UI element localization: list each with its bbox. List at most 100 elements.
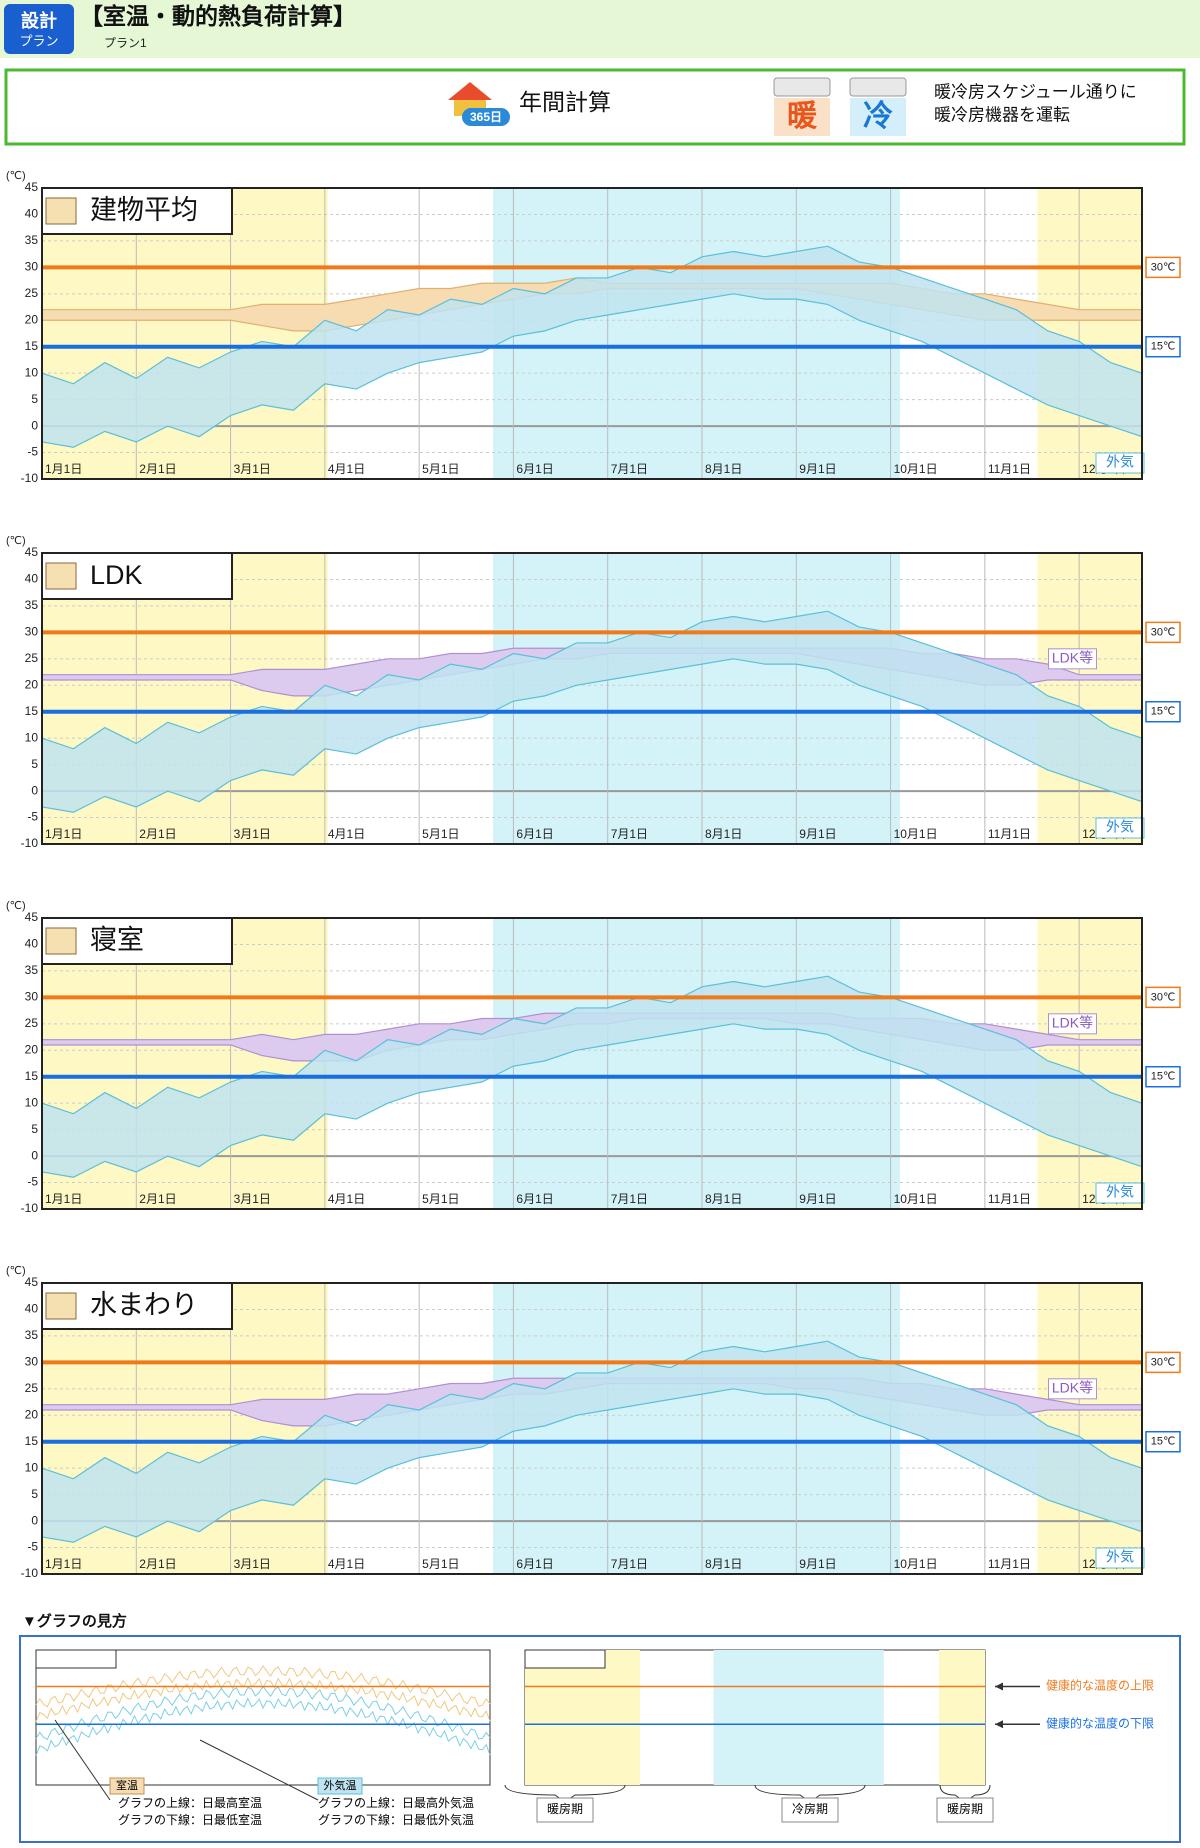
x-tick-label: 9月1日 (799, 827, 836, 841)
x-tick-label: 6月1日 (516, 827, 553, 841)
plot-frame (41, 187, 1143, 480)
plan-badge (4, 4, 74, 54)
legend-label: 外気 (1106, 1549, 1134, 1565)
x-tick-label: 5月1日 (422, 462, 459, 476)
y-tick-label: 10 (25, 365, 39, 379)
x-tick-label: 11月1日 (988, 1557, 1031, 1571)
room-icon (45, 1292, 77, 1320)
reference-label-box (1145, 1430, 1181, 1453)
reference-label: 15℃ (1151, 341, 1176, 353)
chart: (℃) -10 -5 0 5 10 15 20 25 30 35 40 45 1月1日 2月1日 3月1日 4月… (6, 535, 1181, 850)
mode-label: 年間計算 (519, 89, 611, 115)
x-tick-label: 3月1日 (234, 462, 271, 476)
guide-note: 健康的な温度の下限 (1046, 1715, 1154, 1730)
guide-note: グラフの下線：日最低外気温 (318, 1812, 474, 1827)
y-tick-label: 25 (25, 1381, 39, 1395)
series-label-box (1095, 452, 1145, 474)
page-title: 【室温・動的熱負荷計算】 (80, 3, 356, 29)
chart: (℃) -10 -5 0 5 10 15 20 25 30 35 40 45 1月1日 2月1日 3月1日 4月… (6, 1265, 1181, 1580)
charts: (℃) -10 -5 0 5 10 15 20 25 30 35 40 45 1月1日 2月1日 3月1日 4月… (6, 170, 1181, 1580)
reference-label-box (1145, 700, 1181, 723)
y-tick-label: 40 (25, 937, 39, 951)
guide-title: ▼グラフの見方 (22, 1612, 127, 1630)
mode-note: 暖冷房機器を運転 (934, 105, 1070, 124)
period-label: 冷房期 (792, 1801, 828, 1816)
y-tick-label: -5 (27, 1540, 38, 1554)
y-tick-label: 5 (31, 757, 38, 771)
y-tick-label: 0 (31, 1148, 38, 1162)
series-label-box (1048, 648, 1097, 670)
y-tick-label: 15 (25, 339, 39, 353)
y-tick-label: 15 (25, 1069, 39, 1083)
reference-label: 30℃ (1151, 261, 1176, 273)
x-tick-label: 2月1日 (139, 462, 176, 476)
reference-label: 30℃ (1151, 1356, 1176, 1368)
y-tick-label: 5 (31, 1487, 38, 1501)
plot-frame (41, 552, 1143, 845)
x-tick-label: 10月1日 (894, 1192, 938, 1206)
x-tick-label: 1月1日 (45, 1192, 82, 1206)
y-tick-label: 25 (25, 286, 39, 300)
y-tick-label: 45 (25, 910, 39, 924)
y-tick-label: 10 (25, 1460, 39, 1474)
days-badge (462, 108, 510, 126)
daily-max-line (41, 245, 1143, 385)
period-label: 暖房期 (547, 1801, 583, 1816)
x-tick-label: 5月1日 (422, 1192, 459, 1206)
legend-label: 外気 (1106, 1184, 1134, 1200)
legend-label: LDK等 (1052, 1380, 1093, 1396)
outdoor-tag (317, 1777, 363, 1795)
y-tick-label: 45 (25, 180, 39, 194)
period-box (781, 1797, 839, 1823)
x-tick-label: 4月1日 (328, 462, 365, 476)
arrow-head (995, 1682, 1003, 1691)
temperature-band (42, 1341, 1142, 1543)
series-label-box (1048, 1013, 1097, 1035)
chart-title: 寝室 (90, 925, 144, 955)
cooling-period (493, 553, 900, 844)
chart: (℃) -10 -5 0 5 10 15 20 25 30 35 40 45 1月1日 2月1日 3月1日 4月… (6, 900, 1181, 1215)
x-tick-label: 5月1日 (422, 1557, 459, 1571)
daily-min-line (41, 293, 1143, 448)
x-tick-label: 2月1日 (139, 1557, 176, 1571)
reference-label: 30℃ (1151, 991, 1176, 1003)
x-tick-label: 4月1日 (328, 1557, 365, 1571)
mini-line (35, 1676, 491, 1722)
cooling-period (493, 188, 900, 479)
x-tick-label: 4月1日 (328, 1192, 365, 1206)
daily-max-line (41, 1340, 1143, 1480)
mode-note: 暖冷房スケジュール通りに (934, 82, 1137, 101)
x-tick-label: 6月1日 (516, 1192, 553, 1206)
period-label: 暖房期 (947, 1801, 983, 1816)
badge-text: プラン (19, 33, 58, 48)
series-label-box (1048, 1378, 1097, 1400)
y-tick-label: 0 (31, 418, 38, 432)
arrow-head (995, 1720, 1003, 1729)
cool-icon-text: 冷 (863, 100, 893, 133)
series-label-box (1095, 817, 1145, 839)
legend-label: 外気 (1106, 819, 1134, 835)
legend-label: LDK等 (1052, 650, 1093, 666)
reference-label: 15℃ (1151, 1436, 1176, 1448)
x-tick-label: 11月1日 (988, 827, 1031, 841)
y-tick-label: 25 (25, 651, 39, 665)
header-bar (0, 0, 1200, 58)
ac-icon (849, 77, 907, 97)
daily-min-line (41, 1023, 1143, 1178)
heat-bg (774, 98, 830, 136)
x-tick-label: 6月1日 (516, 1557, 553, 1571)
period-box (936, 1797, 994, 1823)
chart-title: 建物平均 (90, 195, 198, 225)
x-tick-label: 7月1日 (611, 1192, 648, 1206)
x-tick-label: 8月1日 (705, 827, 742, 841)
temperature-band (42, 246, 1142, 448)
daily-min-line (41, 1388, 1143, 1543)
mode-box (4, 68, 1186, 146)
room-icon (45, 562, 77, 590)
reference-label-box (1145, 335, 1181, 358)
x-tick-label: 2月1日 (139, 827, 176, 841)
x-tick-label: 10月1日 (894, 462, 938, 476)
room-icon (45, 927, 77, 955)
